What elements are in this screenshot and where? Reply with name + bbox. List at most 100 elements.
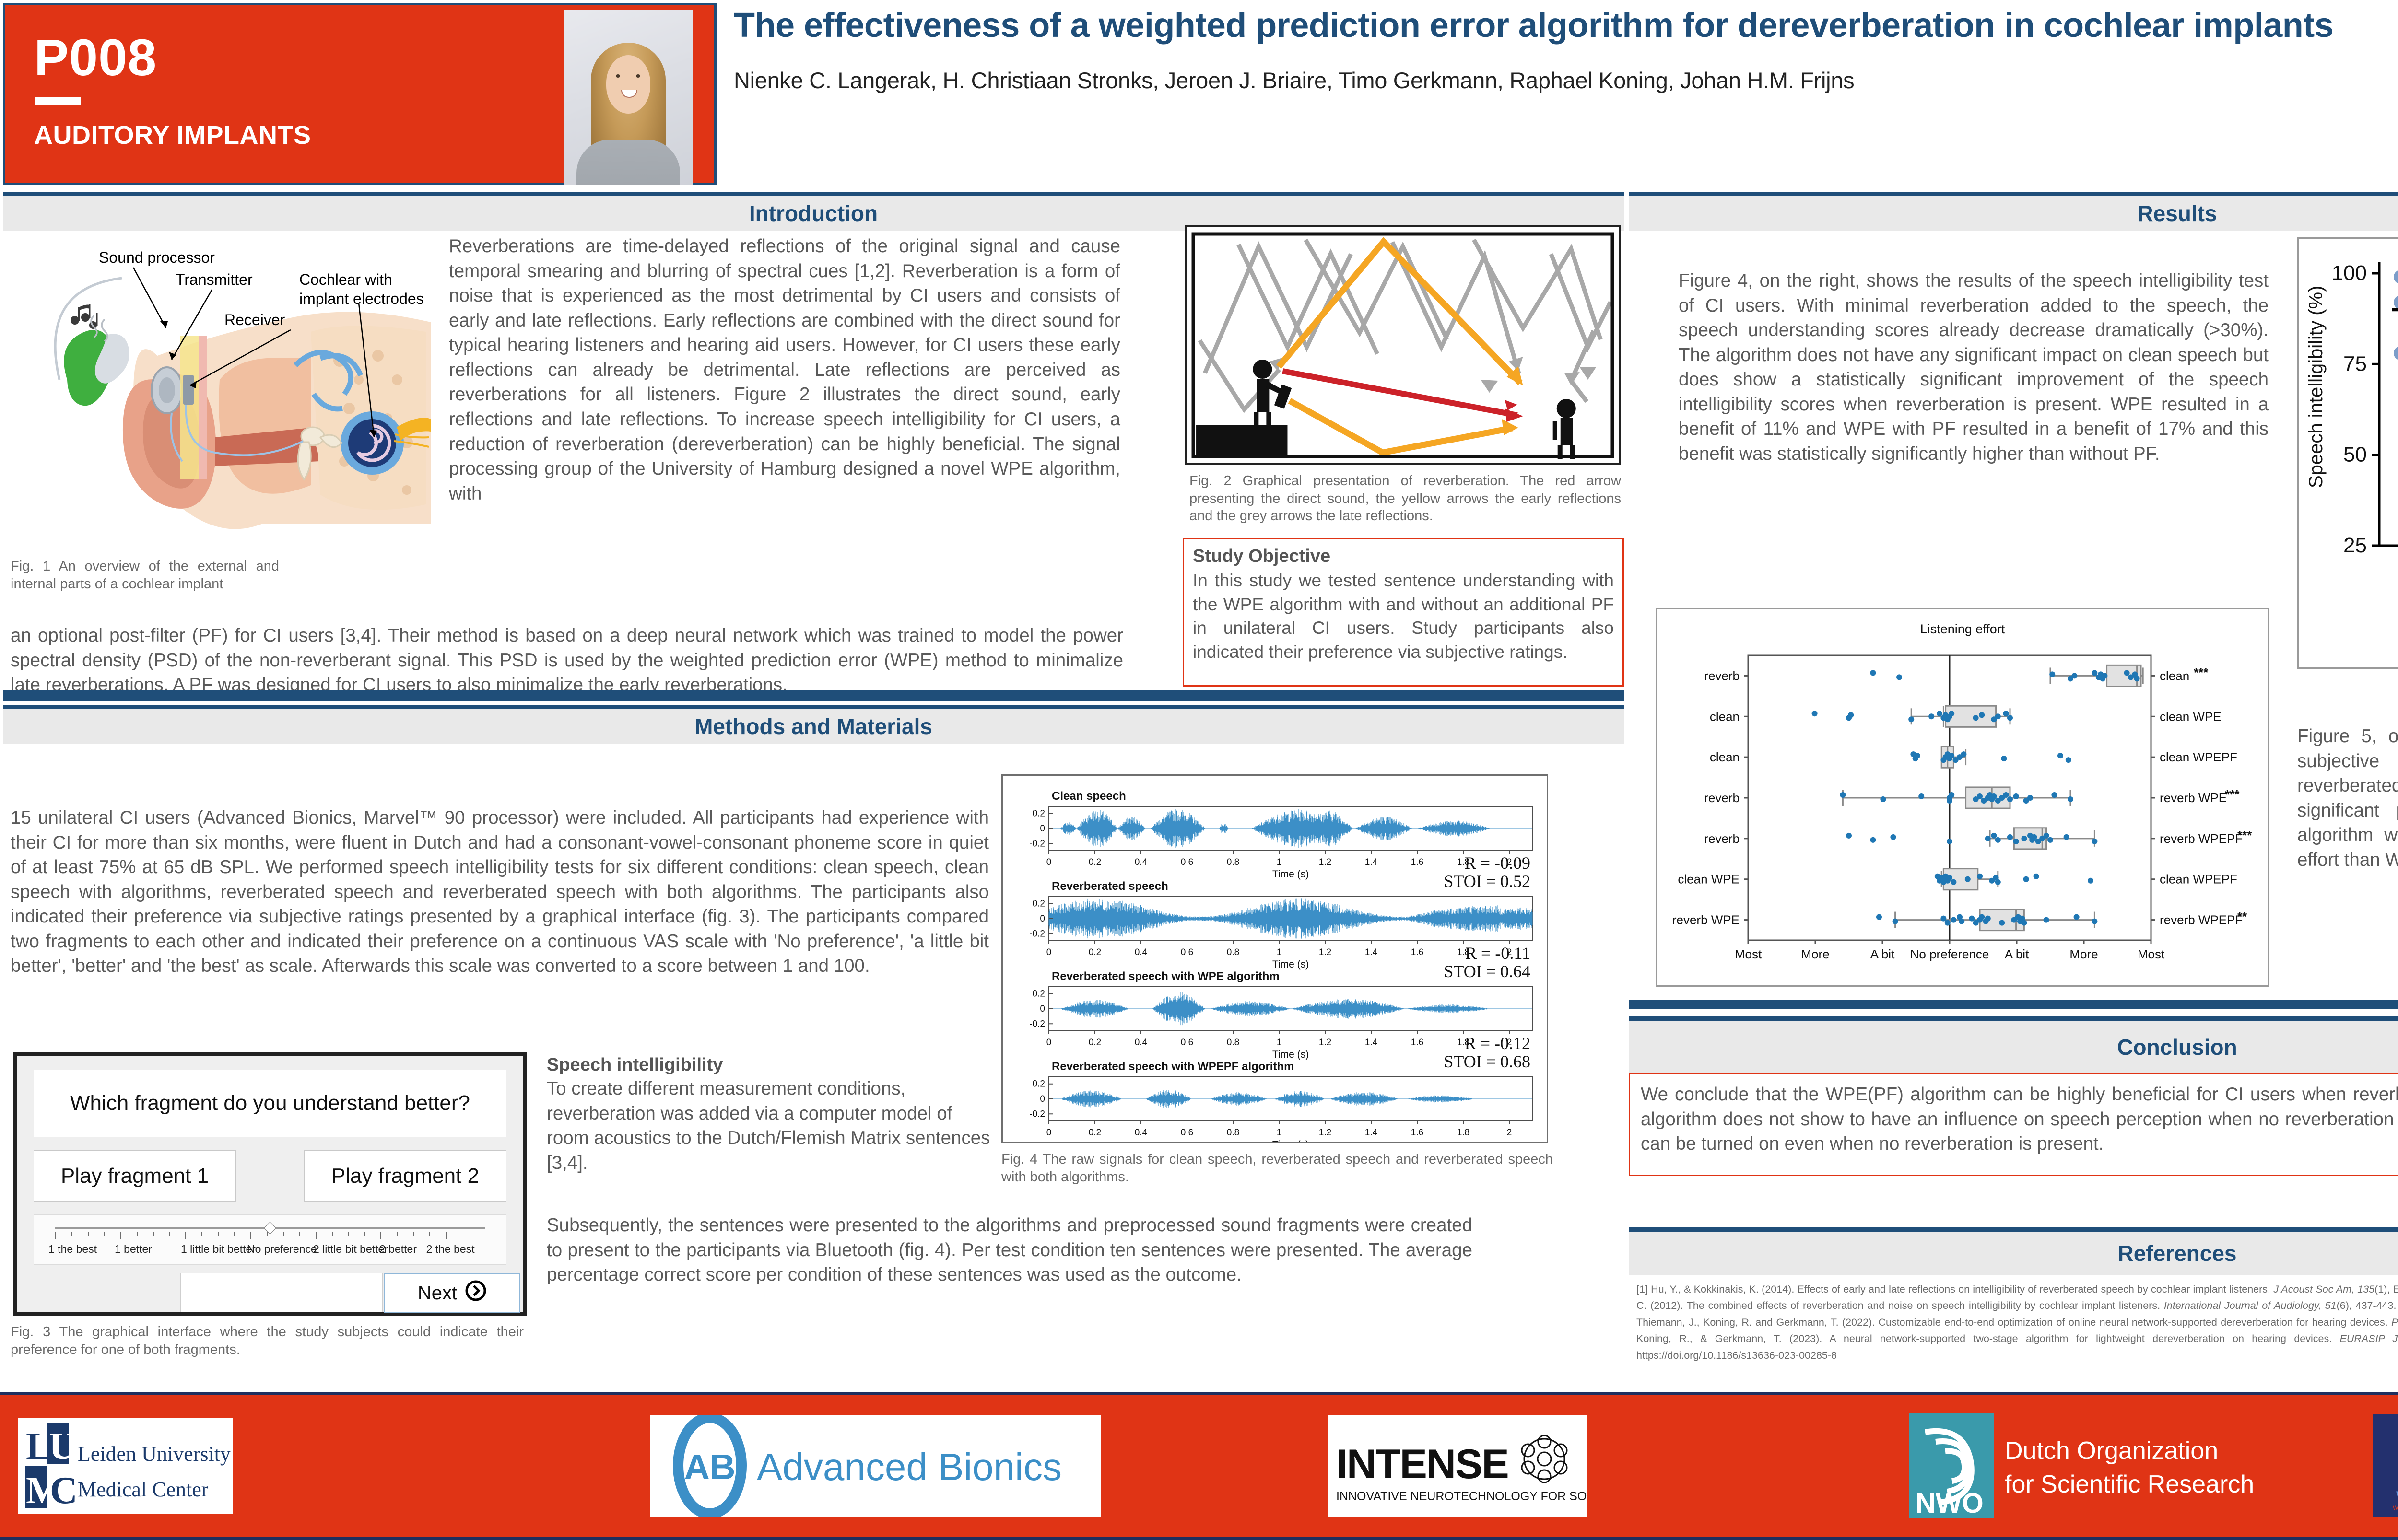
scale-label: No preference (247, 1243, 317, 1255)
scale-tick (71, 1232, 72, 1236)
y-tick-label: 0.2 (1033, 809, 1045, 819)
x-tick-label: 1.6 (1411, 1038, 1423, 1048)
section-label: Conclusion (2117, 1035, 2237, 1060)
x-tick-label: 1.6 (1411, 1128, 1423, 1138)
x-tick-label: 0.8 (1227, 857, 1239, 867)
logo-nwo-line1: Dutch Organization (2005, 1437, 2218, 1465)
y-tick-label: 100 (2332, 261, 2367, 285)
study-objective-box: Study Objective In this study we tested … (1183, 538, 1624, 687)
answer-input[interactable] (180, 1273, 383, 1312)
figure-4-speech-intelligibility-chart: Speech intelligibility (%) 255075100Clea… (2297, 237, 2398, 669)
data-point (1985, 835, 1991, 841)
y-tick-label: 0 (1040, 914, 1045, 924)
scale-tick (120, 1232, 121, 1239)
logo-wca-mark: WCA (2396, 1489, 2398, 1505)
poster-code-block: P008 AUDITORY IMPLANTS (3, 3, 717, 185)
figure-5-listening-effort-chart: Listening effort reverb clean *** clean clea… (1656, 608, 2269, 987)
data-point (2092, 838, 2098, 844)
x-tick-label: More (1801, 947, 1829, 961)
x-tick-label: 1 (1277, 1038, 1282, 1048)
data-point (2073, 914, 2080, 920)
data-point (2088, 877, 2093, 884)
scale-tick (185, 1232, 187, 1239)
section-label: Results (2137, 201, 2217, 226)
data-point (1947, 875, 1952, 881)
data-point (2003, 711, 2009, 717)
section-header-conclusion: Conclusion (1629, 1016, 2398, 1073)
data-point (1846, 832, 1852, 839)
row-label-left: clean WPE (1678, 872, 1740, 887)
logo-nwo: NWO Dutch Organization for Scientific Re… (1909, 1413, 2283, 1519)
data-point (1908, 716, 1915, 723)
data-point (1928, 713, 1935, 720)
box (1945, 705, 1997, 728)
row-label-right: clean WPEPF (2160, 872, 2237, 887)
poster-header: P008 AUDITORY IMPLANTS The effectiveness… (0, 0, 2398, 189)
data-point (1890, 834, 1896, 840)
data-point (2132, 671, 2138, 677)
scale-tick (136, 1232, 138, 1236)
x-tick-label: 1.4 (1365, 947, 1378, 957)
scatter-point (2394, 346, 2398, 360)
svg-text:M: M (26, 1470, 62, 1512)
figure-5-description: Figure 5, on the left, shows the results… (2297, 726, 2398, 870)
data-point (2047, 837, 2053, 843)
y-tick-label: 0 (1040, 1094, 1045, 1104)
scale-tick (348, 1232, 349, 1236)
fig1-label-receiver: Receiver (224, 311, 285, 328)
play-fragment-2-button[interactable]: Play fragment 2 (304, 1150, 506, 1202)
fig1-label-transmitter: Transmitter (176, 271, 253, 288)
logo-intense-tagline: INNOVATIVE NEUROTECHNOLOGY FOR SOCIETY (1336, 1490, 1587, 1503)
data-point (2007, 796, 2013, 802)
x-tick-label: A bit (1870, 947, 1895, 961)
section-header-methods: Methods and Materials (3, 705, 1624, 744)
annotation-r: R = -0.11 (1465, 944, 1530, 963)
x-tick-label: 1.4 (1365, 1038, 1378, 1048)
row-label-right: reverb WPEPF (2160, 831, 2243, 846)
divider (35, 97, 81, 105)
data-point (1892, 918, 1898, 924)
figure-4-caption: Fig. 4 The raw signals for clean speech,… (1001, 1152, 1553, 1185)
figure-3-gui-mockup: Which fragment do you understand better?… (13, 1052, 527, 1316)
data-point (1995, 713, 2001, 720)
x-tick-label: 2 (1507, 947, 1512, 957)
x-axis-label: Time (s) (1272, 1139, 1309, 1142)
scale-tick (282, 1232, 284, 1236)
x-tick-label: 2 (1507, 1128, 1512, 1138)
scale-tick (169, 1232, 170, 1236)
figure-1-caption: Fig. 1 An overview of the external and i… (11, 559, 279, 592)
data-point (1811, 711, 1818, 717)
speech-intelligibility-title: Speech intelligibility (547, 1055, 723, 1075)
author-list: Nienke C. Langerak, H. Christiaan Stronk… (734, 67, 1855, 93)
study-objective-title: Study Objective (1193, 546, 1331, 566)
y-tick-label: 0 (1040, 1004, 1045, 1014)
x-tick-label: 1.2 (1319, 1128, 1331, 1138)
svg-text:AB: AB (684, 1447, 736, 1487)
scale-tick (250, 1232, 251, 1239)
data-point (1880, 796, 1886, 802)
row-label-left: clean (1710, 750, 1740, 764)
x-tick-label: 1 (1277, 947, 1282, 957)
data-point (1957, 914, 1963, 920)
x-tick-label: 1 (1277, 1128, 1282, 1138)
data-point (1977, 793, 1983, 799)
slider-thumb[interactable] (263, 1222, 277, 1235)
significance-label: *** (2237, 828, 2252, 842)
data-point (1896, 674, 1902, 680)
logo-lumc: L U M C Leiden University Medical Center (18, 1418, 233, 1514)
play-fragment-1-button[interactable]: Play fragment 1 (34, 1150, 236, 1202)
row-label-left: clean (1710, 709, 1740, 723)
scale-tick (331, 1232, 333, 1236)
data-point (1957, 754, 1963, 760)
row-label-left: reverb (1704, 831, 1740, 846)
x-tick-label: 0.8 (1227, 1128, 1239, 1138)
data-point (2027, 795, 2033, 801)
data-point (2068, 676, 2073, 682)
data-point (2043, 917, 2049, 923)
scale-tick (266, 1232, 268, 1236)
scale-tick (299, 1232, 300, 1236)
next-button[interactable]: Next (384, 1273, 520, 1313)
poster-category: AUDITORY IMPLANTS (34, 121, 311, 150)
data-point (1949, 753, 1955, 759)
vas-scale-slider[interactable]: 1 the best 1 better 1 little bit better No … (34, 1214, 506, 1265)
